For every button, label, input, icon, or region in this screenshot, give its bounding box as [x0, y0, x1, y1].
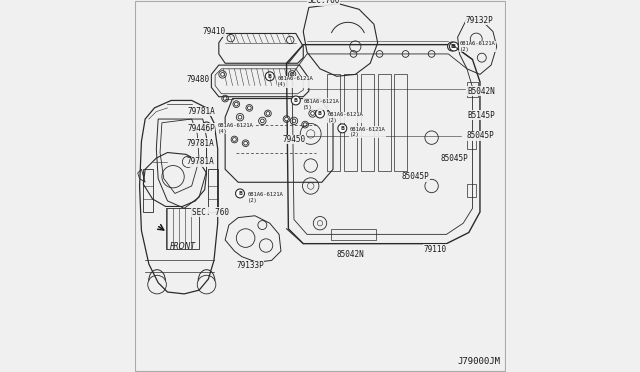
- Circle shape: [266, 72, 275, 81]
- Circle shape: [291, 96, 300, 105]
- Text: 081A6-6121A
(2): 081A6-6121A (2): [460, 41, 495, 52]
- Text: 79410: 79410: [202, 27, 225, 36]
- Text: 081A6-6121A
(2): 081A6-6121A (2): [349, 126, 385, 138]
- Text: 85042N: 85042N: [337, 250, 365, 259]
- Circle shape: [291, 73, 294, 76]
- Circle shape: [244, 141, 248, 145]
- Text: 081A6-6121A
(2): 081A6-6121A (2): [248, 192, 284, 203]
- Circle shape: [234, 102, 238, 106]
- Circle shape: [260, 119, 264, 123]
- Bar: [209, 169, 218, 212]
- Circle shape: [303, 123, 307, 126]
- Circle shape: [232, 138, 236, 141]
- Bar: [143, 169, 152, 212]
- Bar: [166, 208, 199, 249]
- Text: 79132P: 79132P: [465, 16, 493, 25]
- Text: 79781A: 79781A: [186, 157, 214, 166]
- Text: 85045P: 85045P: [467, 131, 495, 140]
- Text: 85045P: 85045P: [441, 154, 468, 163]
- Bar: [467, 82, 478, 97]
- Bar: [378, 74, 390, 171]
- Text: B5042N: B5042N: [467, 87, 495, 96]
- Text: B: B: [238, 191, 242, 196]
- Circle shape: [447, 42, 456, 51]
- Text: B: B: [340, 126, 344, 131]
- Text: B: B: [268, 74, 272, 79]
- Circle shape: [223, 97, 227, 100]
- Circle shape: [449, 42, 458, 51]
- Text: 081A6-6121A
(5): 081A6-6121A (5): [303, 99, 339, 110]
- Circle shape: [285, 117, 289, 121]
- Text: 79133P: 79133P: [236, 262, 264, 270]
- Text: 79446P: 79446P: [188, 124, 215, 133]
- Text: SEC. 760: SEC. 760: [191, 208, 228, 217]
- Text: B5145P: B5145P: [467, 111, 495, 120]
- Circle shape: [236, 189, 244, 198]
- Bar: [328, 74, 340, 171]
- Bar: [394, 74, 408, 171]
- Text: B: B: [452, 44, 456, 49]
- Text: B: B: [450, 44, 454, 49]
- Text: 79450: 79450: [283, 135, 306, 144]
- Text: 79110: 79110: [423, 245, 447, 254]
- Circle shape: [310, 112, 314, 115]
- Text: 85045P: 85045P: [402, 172, 429, 181]
- Text: J79000JM: J79000JM: [458, 357, 500, 366]
- Text: 79781A: 79781A: [188, 107, 215, 116]
- Circle shape: [338, 124, 347, 133]
- Text: 79781A: 79781A: [186, 139, 214, 148]
- Circle shape: [248, 106, 251, 110]
- Bar: [361, 74, 374, 171]
- Circle shape: [316, 109, 324, 118]
- Text: SEC.760: SEC.760: [308, 0, 340, 5]
- Circle shape: [238, 115, 242, 119]
- Bar: [344, 74, 357, 171]
- Circle shape: [292, 119, 296, 123]
- Circle shape: [266, 112, 270, 115]
- Text: 081A6-6121A
(4): 081A6-6121A (4): [277, 76, 313, 87]
- Bar: [467, 136, 476, 149]
- Text: B: B: [205, 124, 209, 129]
- Text: B: B: [294, 98, 298, 103]
- Text: B: B: [318, 111, 322, 116]
- Text: 081A6-6121A
(4): 081A6-6121A (4): [218, 123, 253, 134]
- Text: FRONT: FRONT: [170, 242, 195, 251]
- Circle shape: [221, 73, 225, 76]
- Bar: [467, 184, 476, 197]
- Circle shape: [202, 122, 211, 131]
- Bar: [331, 229, 376, 240]
- Text: 081A6-6121A
(2): 081A6-6121A (2): [328, 112, 363, 123]
- Text: 79480: 79480: [186, 76, 209, 84]
